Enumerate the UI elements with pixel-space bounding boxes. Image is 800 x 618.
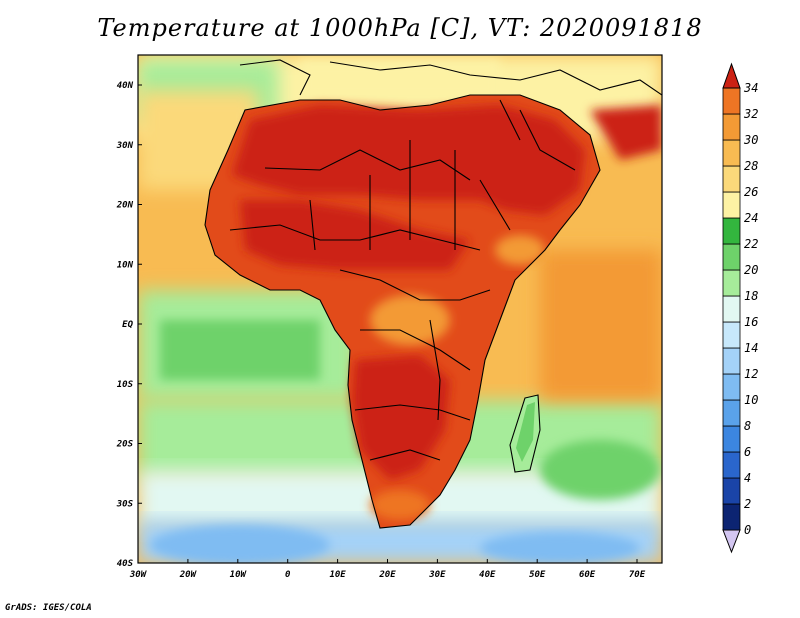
lat-tick-label: 40S bbox=[117, 559, 134, 569]
lon-tick-label: 30W bbox=[129, 570, 148, 580]
colorbar-swatch bbox=[722, 373, 741, 401]
colorbar-bottom-arrow bbox=[722, 529, 741, 554]
colorbar-label: 22 bbox=[744, 237, 758, 251]
lat-tick-label: 30S bbox=[116, 499, 134, 509]
lon-tick-label: 70E bbox=[629, 570, 646, 580]
colorbar-label: 6 bbox=[744, 445, 751, 459]
lon-tick-label: 40E bbox=[479, 570, 496, 580]
longitude-axis: 30W 20W 10W 0 10E 20E 30E 40E 50E 60E 70E bbox=[129, 559, 646, 580]
colorbar-label: 32 bbox=[743, 107, 758, 121]
lon-tick-label: 10W bbox=[230, 570, 248, 580]
colorbar-swatch bbox=[722, 269, 741, 297]
colorbar-label: 28 bbox=[744, 159, 758, 173]
colorbar-swatch bbox=[722, 347, 741, 375]
lat-tick-label: 20S bbox=[116, 440, 134, 450]
lon-tick-label: 20W bbox=[179, 570, 198, 580]
colorbar-swatch bbox=[722, 139, 741, 167]
colorbar-swatch bbox=[722, 113, 741, 141]
colorbar-swatch bbox=[722, 165, 741, 193]
colorbar-swatch bbox=[722, 87, 741, 115]
colorbar-swatch bbox=[722, 295, 741, 323]
colorbar-swatch bbox=[722, 425, 741, 453]
colorbar-label: 12 bbox=[744, 367, 758, 381]
lon-tick-label: 50E bbox=[529, 570, 546, 580]
colorbar-label: 4 bbox=[744, 471, 751, 485]
colorbar-label: 14 bbox=[744, 341, 758, 355]
colorbar-label: 26 bbox=[744, 185, 758, 199]
colorbar-swatch bbox=[722, 321, 741, 349]
lat-tick-label: EQ bbox=[122, 320, 133, 330]
lat-tick-label: 10S bbox=[117, 380, 134, 390]
lon-tick-label: 60E bbox=[579, 570, 596, 580]
colorbar-label: 18 bbox=[744, 289, 758, 303]
lat-tick-label: 40N bbox=[117, 81, 134, 91]
colorbar-swatch bbox=[722, 399, 741, 427]
temperature-field bbox=[138, 55, 662, 563]
colorbar-label: 34 bbox=[743, 81, 758, 95]
colorbar-swatch bbox=[722, 477, 741, 505]
colorbar-label: 24 bbox=[744, 211, 758, 225]
colorbar-swatch bbox=[722, 217, 741, 245]
colorbar-label: 8 bbox=[744, 419, 751, 433]
colorbar-top-arrow bbox=[722, 62, 741, 89]
colorbar-label: 20 bbox=[744, 263, 758, 277]
lon-tick-label: 30E bbox=[428, 570, 446, 580]
colorbar-label: 16 bbox=[744, 315, 758, 329]
latitude-axis: 40N 30N 20N 10N EQ 10S 20S 30S 40S bbox=[116, 81, 142, 569]
credit-label: GrADS: IGES/COLA bbox=[5, 603, 92, 613]
lat-tick-label: 30N bbox=[116, 141, 134, 151]
map-frame bbox=[137, 54, 663, 564]
colorbar-swatch bbox=[722, 451, 741, 479]
colorbar-swatch bbox=[722, 243, 741, 271]
colorbar-swatch bbox=[722, 191, 741, 219]
coastlines bbox=[204, 59, 662, 529]
colorbar-label: 30 bbox=[743, 133, 758, 147]
lon-tick-label: 20E bbox=[378, 570, 396, 580]
map-title: Temperature at 1000hPa [C], VT: 20200918… bbox=[97, 14, 703, 42]
colorbar-swatch bbox=[722, 503, 741, 531]
colorbar-label: 0 bbox=[744, 523, 751, 537]
colorbar-label: 10 bbox=[744, 393, 758, 407]
lon-tick-label: 0 bbox=[285, 570, 291, 580]
lat-tick-label: 20N bbox=[116, 201, 134, 211]
lon-tick-label: 10E bbox=[329, 570, 346, 580]
lat-tick-label: 10N bbox=[117, 260, 134, 270]
colorbar-label: 2 bbox=[744, 497, 751, 511]
